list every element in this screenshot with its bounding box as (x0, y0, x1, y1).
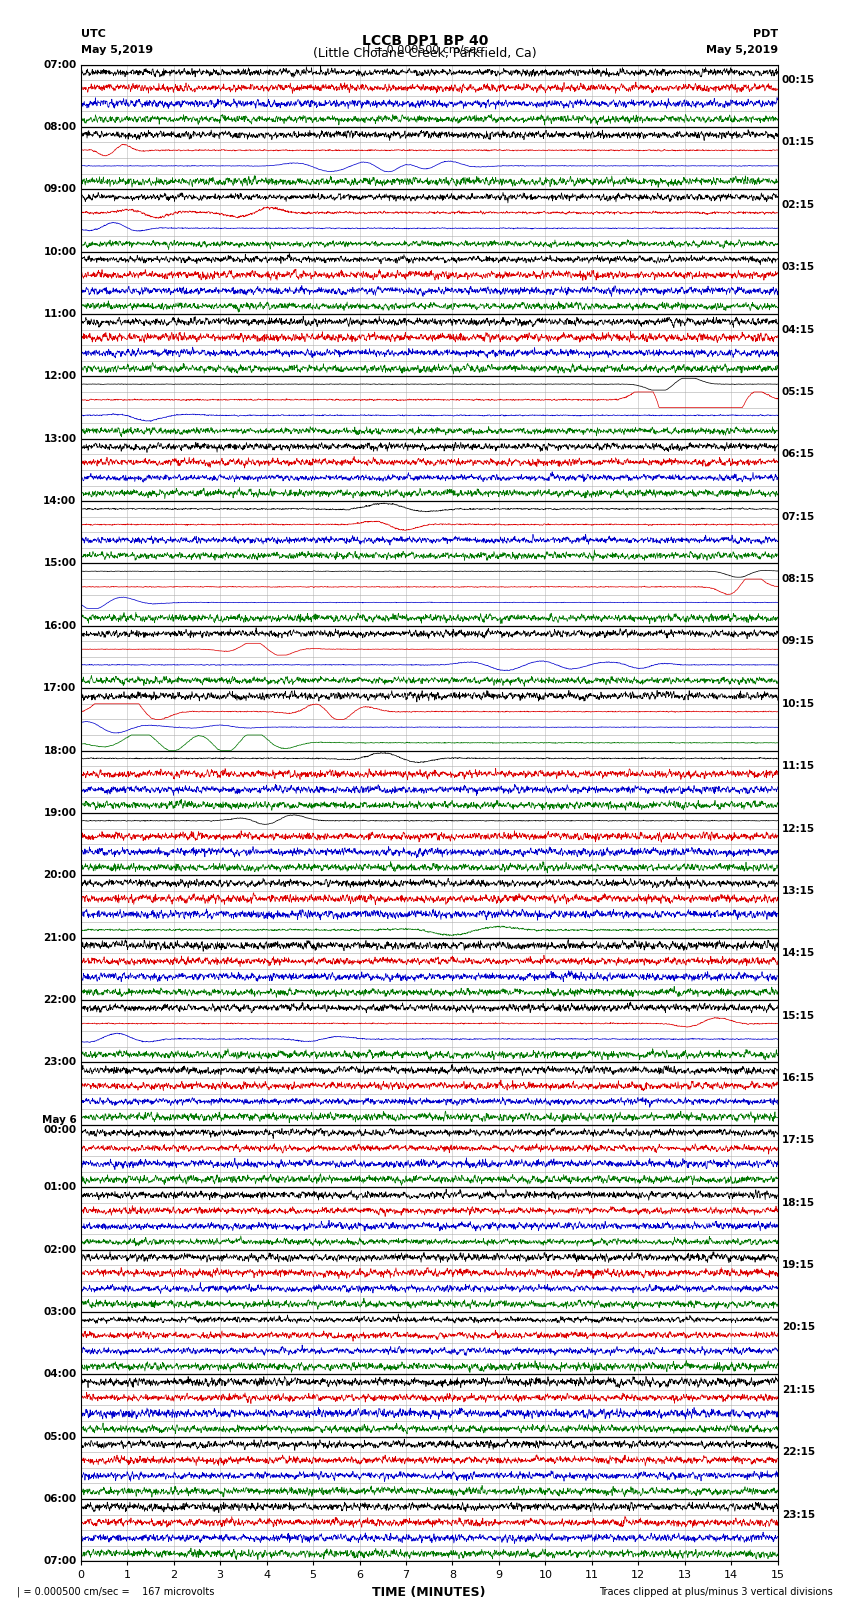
Text: 05:15: 05:15 (782, 387, 815, 397)
Text: 16:15: 16:15 (782, 1073, 815, 1082)
Text: 04:15: 04:15 (782, 324, 815, 334)
Text: 09:00: 09:00 (43, 184, 76, 194)
Text: 14:00: 14:00 (43, 497, 76, 506)
Text: 03:15: 03:15 (782, 263, 815, 273)
Text: 06:15: 06:15 (782, 450, 815, 460)
Text: (Little Cholane Creek, Parkfield, Ca): (Little Cholane Creek, Parkfield, Ca) (313, 47, 537, 60)
Text: 02:00: 02:00 (43, 1245, 76, 1255)
Text: PDT: PDT (752, 29, 778, 39)
Text: 12:15: 12:15 (782, 824, 815, 834)
Text: 00:00: 00:00 (43, 1124, 76, 1136)
Text: LCCB DP1 BP 40: LCCB DP1 BP 40 (362, 34, 488, 48)
Text: 08:00: 08:00 (43, 123, 76, 132)
Text: 15:00: 15:00 (43, 558, 76, 568)
Text: 11:15: 11:15 (782, 761, 815, 771)
Text: 13:00: 13:00 (43, 434, 76, 444)
Text: 12:00: 12:00 (43, 371, 76, 381)
Text: 23:15: 23:15 (782, 1510, 815, 1519)
Text: 17:00: 17:00 (43, 684, 76, 694)
Text: May 5,2019: May 5,2019 (706, 45, 778, 55)
Text: 04:00: 04:00 (43, 1369, 76, 1379)
Text: 19:15: 19:15 (782, 1260, 815, 1269)
Text: 23:00: 23:00 (43, 1058, 76, 1068)
Text: UTC: UTC (81, 29, 105, 39)
Text: 18:00: 18:00 (43, 745, 76, 755)
Text: 14:15: 14:15 (782, 948, 815, 958)
Text: 17:15: 17:15 (782, 1136, 815, 1145)
Text: 19:00: 19:00 (43, 808, 76, 818)
Text: 07:00: 07:00 (43, 60, 76, 69)
Text: 02:15: 02:15 (782, 200, 815, 210)
Text: 00:15: 00:15 (782, 76, 815, 85)
Text: I = 0.000500 cm/sec: I = 0.000500 cm/sec (367, 45, 483, 55)
Text: 18:15: 18:15 (782, 1198, 815, 1208)
Text: 01:15: 01:15 (782, 137, 815, 147)
Text: 13:15: 13:15 (782, 886, 815, 895)
Text: 03:00: 03:00 (43, 1307, 76, 1316)
Text: 06:00: 06:00 (43, 1494, 76, 1503)
Text: 20:00: 20:00 (43, 871, 76, 881)
Text: Traces clipped at plus/minus 3 vertical divisions: Traces clipped at plus/minus 3 vertical … (599, 1587, 833, 1597)
Text: 21:00: 21:00 (43, 932, 76, 942)
Text: 07:15: 07:15 (782, 511, 815, 521)
Text: 22:15: 22:15 (782, 1447, 815, 1457)
Text: 07:00: 07:00 (43, 1557, 76, 1566)
Text: 15:15: 15:15 (782, 1011, 815, 1021)
Text: 01:00: 01:00 (43, 1182, 76, 1192)
Text: 08:15: 08:15 (782, 574, 815, 584)
Text: 20:15: 20:15 (782, 1323, 815, 1332)
Text: | = 0.000500 cm/sec =    167 microvolts: | = 0.000500 cm/sec = 167 microvolts (17, 1586, 214, 1597)
Text: 16:00: 16:00 (43, 621, 76, 631)
Text: May 5,2019: May 5,2019 (81, 45, 153, 55)
Text: 10:15: 10:15 (782, 698, 815, 708)
Text: 10:00: 10:00 (43, 247, 76, 256)
Text: 09:15: 09:15 (782, 637, 815, 647)
X-axis label: TIME (MINUTES): TIME (MINUTES) (372, 1586, 486, 1598)
Text: 22:00: 22:00 (43, 995, 76, 1005)
Text: 21:15: 21:15 (782, 1386, 815, 1395)
Text: 11:00: 11:00 (43, 310, 76, 319)
Text: 05:00: 05:00 (43, 1432, 76, 1442)
Text: May 6: May 6 (42, 1115, 76, 1124)
